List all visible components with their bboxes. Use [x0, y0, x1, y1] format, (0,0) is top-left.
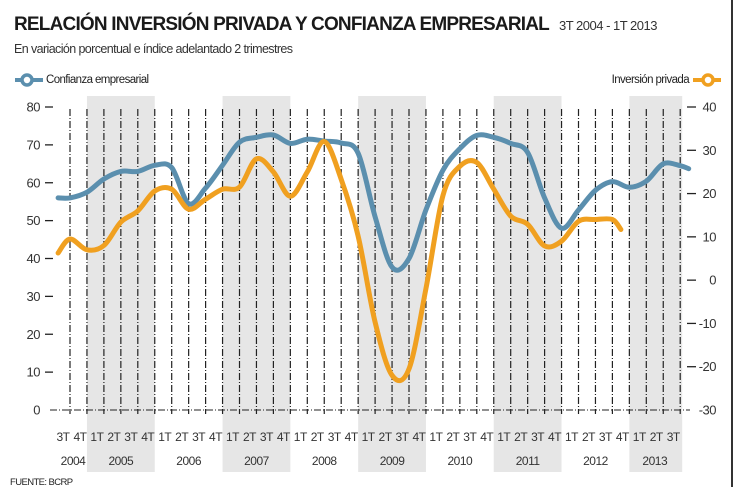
x-quarter-label: 4T — [345, 430, 359, 444]
x-quarter-label: 3T — [328, 430, 342, 444]
x-year-label: 2006 — [176, 454, 202, 468]
x-quarter-label: 1T — [362, 430, 376, 444]
x-quarter-label: 4T — [73, 430, 87, 444]
x-quarter-label: 3T — [124, 430, 138, 444]
x-quarter-label: 3T — [395, 430, 409, 444]
y-right-tick-label: -20 — [699, 359, 717, 374]
y-left-tick-label: 40 — [27, 251, 41, 266]
y-right-tick-label: 30 — [703, 143, 717, 158]
y-left-tick-label: 30 — [27, 289, 41, 304]
x-quarter-label: 2T — [107, 430, 121, 444]
y-right-tick-label: -10 — [699, 316, 717, 331]
x-quarter-label: 2T — [243, 430, 257, 444]
legend-confianza: Confianza empresarial — [14, 73, 149, 87]
legend-label-inversion: Inversión privada — [611, 74, 690, 86]
chart-subtitle: En variación porcentual e índice adelant… — [14, 42, 293, 56]
x-quarter-label: 3T — [599, 430, 613, 444]
x-quarter-label: 2T — [650, 430, 664, 444]
y-right-tick-label: 0 — [709, 273, 716, 288]
year-bands — [86, 96, 683, 472]
x-quarter-label: 4T — [616, 430, 630, 444]
x-quarter-label: 1T — [497, 430, 511, 444]
x-year-label: 2008 — [312, 454, 338, 468]
legend-inversion: Inversión privada — [612, 73, 722, 87]
x-year-label: 2011 — [516, 454, 541, 468]
y-right-tick-label: 10 — [703, 229, 717, 244]
x-quarter-label: 4T — [141, 430, 155, 444]
x-quarter-label: 2T — [311, 430, 325, 444]
x-quarter-label: 2T — [582, 430, 596, 444]
x-quarter-label: 1T — [158, 430, 172, 444]
legend-marker-confianza-icon — [15, 73, 43, 87]
x-quarter-label: 2T — [514, 430, 528, 444]
x-quarter-label: 1T — [429, 430, 443, 444]
x-quarter-label: 1T — [565, 430, 579, 444]
x-quarter-label: 2T — [446, 430, 460, 444]
y-left-tick-label: 20 — [27, 327, 41, 342]
x-quarter-label: 4T — [412, 430, 426, 444]
year-band-2013 — [629, 96, 683, 472]
x-axis: 3T 4T 1T 2T 3T 4T 1T 2T 3T 4T 1T 2T 3T 4T 1T 2T 3T 4T 1T 2T… — [56, 430, 681, 468]
y-left-tick-label: 70 — [27, 137, 41, 152]
x-year-label: 2012 — [583, 454, 609, 468]
y-left-tick-label: 0 — [33, 403, 40, 418]
legend-marker-inversion-icon — [693, 73, 721, 87]
source-note: FUENTE: BCRP — [10, 477, 73, 488]
x-quarter-label: 1T — [294, 430, 308, 444]
x-year-label: 2010 — [447, 454, 473, 468]
x-quarter-label: 4T — [548, 430, 562, 444]
chart-date-range: 3T 2004 - 1T 2013 — [558, 18, 658, 33]
x-quarter-label: 4T — [209, 430, 223, 444]
x-quarter-label: 3T — [56, 430, 70, 444]
x-year-label: 2013 — [642, 454, 668, 468]
frame-border — [731, 0, 733, 487]
x-quarter-label: 2T — [175, 430, 189, 444]
y-left-tick-label: 50 — [27, 213, 41, 228]
series-line-confianza — [55, 132, 692, 273]
y-left-tick-label: 60 — [27, 175, 41, 190]
x-quarter-label: 3T — [463, 430, 477, 444]
quarter-gridlines — [50, 109, 690, 414]
chart-title-text: RELACIÓN INVERSIÓN PRIVADA Y CONFIANZA E… — [14, 14, 550, 35]
x-year-label: 2009 — [380, 454, 406, 468]
x-quarter-label: 4T — [480, 430, 494, 444]
legend-label-confianza: Confianza empresarial — [46, 74, 149, 86]
x-quarter-label: 3T — [531, 430, 545, 444]
series-line-inversion — [55, 139, 624, 384]
y-axis-left: 0 10 20 30 40 50 60 70 80 — [27, 100, 53, 418]
x-quarter-label: 1T — [226, 430, 240, 444]
x-year-label: 2005 — [108, 454, 134, 468]
x-quarter-label: 3T — [260, 430, 274, 444]
series-lines — [55, 132, 692, 384]
x-quarter-label: 3T — [192, 430, 206, 444]
y-left-tick-label: 10 — [27, 365, 41, 380]
y-right-tick-label: 40 — [703, 100, 717, 115]
x-quarter-label: 4T — [277, 430, 291, 444]
y-axis-right: -30 -20 -10 0 10 20 30 40 — [687, 100, 717, 418]
y-left-tick-label: 80 — [27, 100, 41, 115]
x-quarter-label: 2T — [379, 430, 393, 444]
chart-title: RELACIÓN INVERSIÓN PRIVADA Y CONFIANZA E… — [14, 14, 657, 36]
x-quarter-label: 1T — [90, 430, 104, 444]
x-quarter-label: 3T — [667, 430, 681, 444]
y-right-tick-label: 20 — [703, 186, 717, 201]
x-quarter-label: 1T — [633, 430, 647, 444]
y-right-tick-label: -30 — [699, 403, 717, 418]
x-year-label: 2007 — [244, 454, 270, 468]
x-year-label: 2004 — [61, 454, 87, 468]
